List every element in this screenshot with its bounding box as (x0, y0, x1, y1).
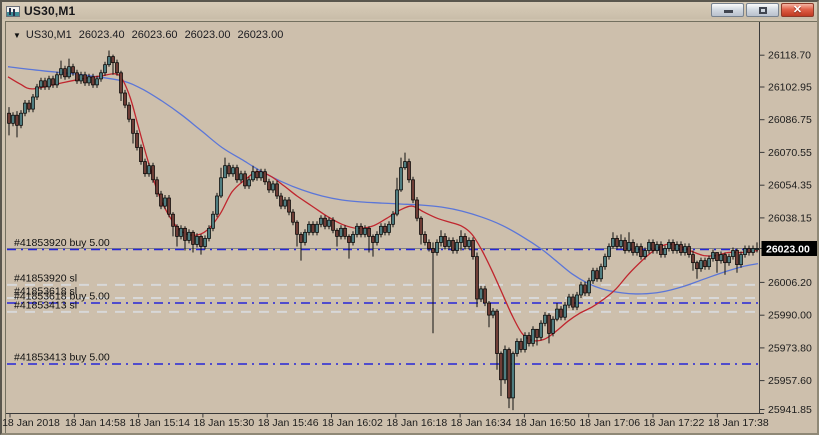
price-axis-label: 26102.95 (768, 82, 812, 94)
order-lines[interactable] (7, 248, 758, 365)
time-axis-label: 18 Jan 14:58 (65, 417, 126, 429)
price-axis-label: 26086.75 (768, 114, 812, 126)
order-label: #41853413 sl (14, 299, 77, 311)
price-axis-label: 26054.35 (768, 180, 812, 192)
chart-symbol-label: US30,M1 (25, 29, 72, 41)
ohlc-open-value: 26023.40 (78, 29, 125, 41)
close-button[interactable]: ✕ (781, 3, 814, 17)
time-axis-label: 18 Jan 17:22 (644, 417, 705, 429)
time-axis-label: 18 Jan 15:30 (194, 417, 255, 429)
window-title: US30,M1 (24, 3, 76, 18)
time-axis-label: 18 Jan 17:06 (579, 417, 640, 429)
chart-ohlc-header: ▼ US30,M1 26023.40 26023.60 26023.00 260… (13, 29, 283, 41)
price-axis[interactable]: 26118.70 26102.95 26086.75 26070.55 26054.35… (759, 50, 812, 416)
time-axis[interactable]: 18 Jan 2018 18 Jan 14:58 18 Jan 15:14 18 Ja… (2, 413, 769, 430)
time-axis-label: 18 Jan 17:38 (708, 417, 769, 429)
ma-fast-line (7, 73, 759, 342)
time-axis-label: 18 Jan 16:34 (451, 417, 512, 429)
time-axis-label: 18 Jan 16:50 (515, 417, 576, 429)
time-axis-label: 18 Jan 2018 (2, 417, 60, 429)
time-axis-label: 18 Jan 16:18 (386, 417, 447, 429)
order-label: #41853920 buy 5.00 (14, 237, 110, 249)
order-label: #41853920 sl (14, 272, 77, 284)
window-controls: ✕ (711, 3, 814, 17)
order-label: #41853413 buy 5.00 (14, 352, 110, 364)
ohlc-high-value: 26023.60 (131, 29, 178, 41)
title-bar[interactable]: US30,M1 ✕ (2, 2, 817, 19)
price-axis-label: 25973.80 (768, 342, 812, 354)
ohlc-close-value: 26023.00 (237, 29, 284, 41)
order-labels: #41853920 buy 5.00 #41853920 sl #41853618 … (14, 237, 110, 364)
price-axis-label: 25941.85 (768, 404, 812, 416)
time-axis-label: 18 Jan 15:14 (129, 417, 190, 429)
candlestick-series (7, 56, 759, 399)
price-axis-label: 25957.60 (768, 375, 812, 387)
price-axis-label: 26038.15 (768, 212, 812, 224)
price-axis-label: 26118.70 (768, 50, 811, 62)
chart-window-icon (6, 5, 20, 17)
current-price-tag: 26023.00 (761, 241, 817, 256)
close-icon: ✕ (792, 4, 803, 16)
time-axis-label: 18 Jan 15:46 (258, 417, 319, 429)
order-label: #41853618 sl (14, 286, 77, 298)
minimize-button[interactable] (711, 3, 744, 17)
chevron-down-icon[interactable]: ▼ (13, 30, 21, 40)
price-axis-label: 25990.00 (768, 310, 812, 322)
maximize-button[interactable] (746, 3, 779, 17)
minimize-icon (724, 10, 733, 13)
price-axis-label: 26070.55 (768, 147, 812, 159)
candlestick-wicks (8, 50, 758, 411)
ma-slow-line (7, 66, 759, 295)
time-axis-label: 18 Jan 16:02 (322, 417, 383, 429)
maximize-icon (759, 7, 767, 14)
ohlc-low-value: 26023.00 (184, 29, 231, 41)
order-label: #41853618 buy 5.00 (14, 291, 110, 303)
price-axis-label: 26006.20 (768, 277, 812, 289)
svg-text:26023.00: 26023.00 (766, 244, 810, 256)
